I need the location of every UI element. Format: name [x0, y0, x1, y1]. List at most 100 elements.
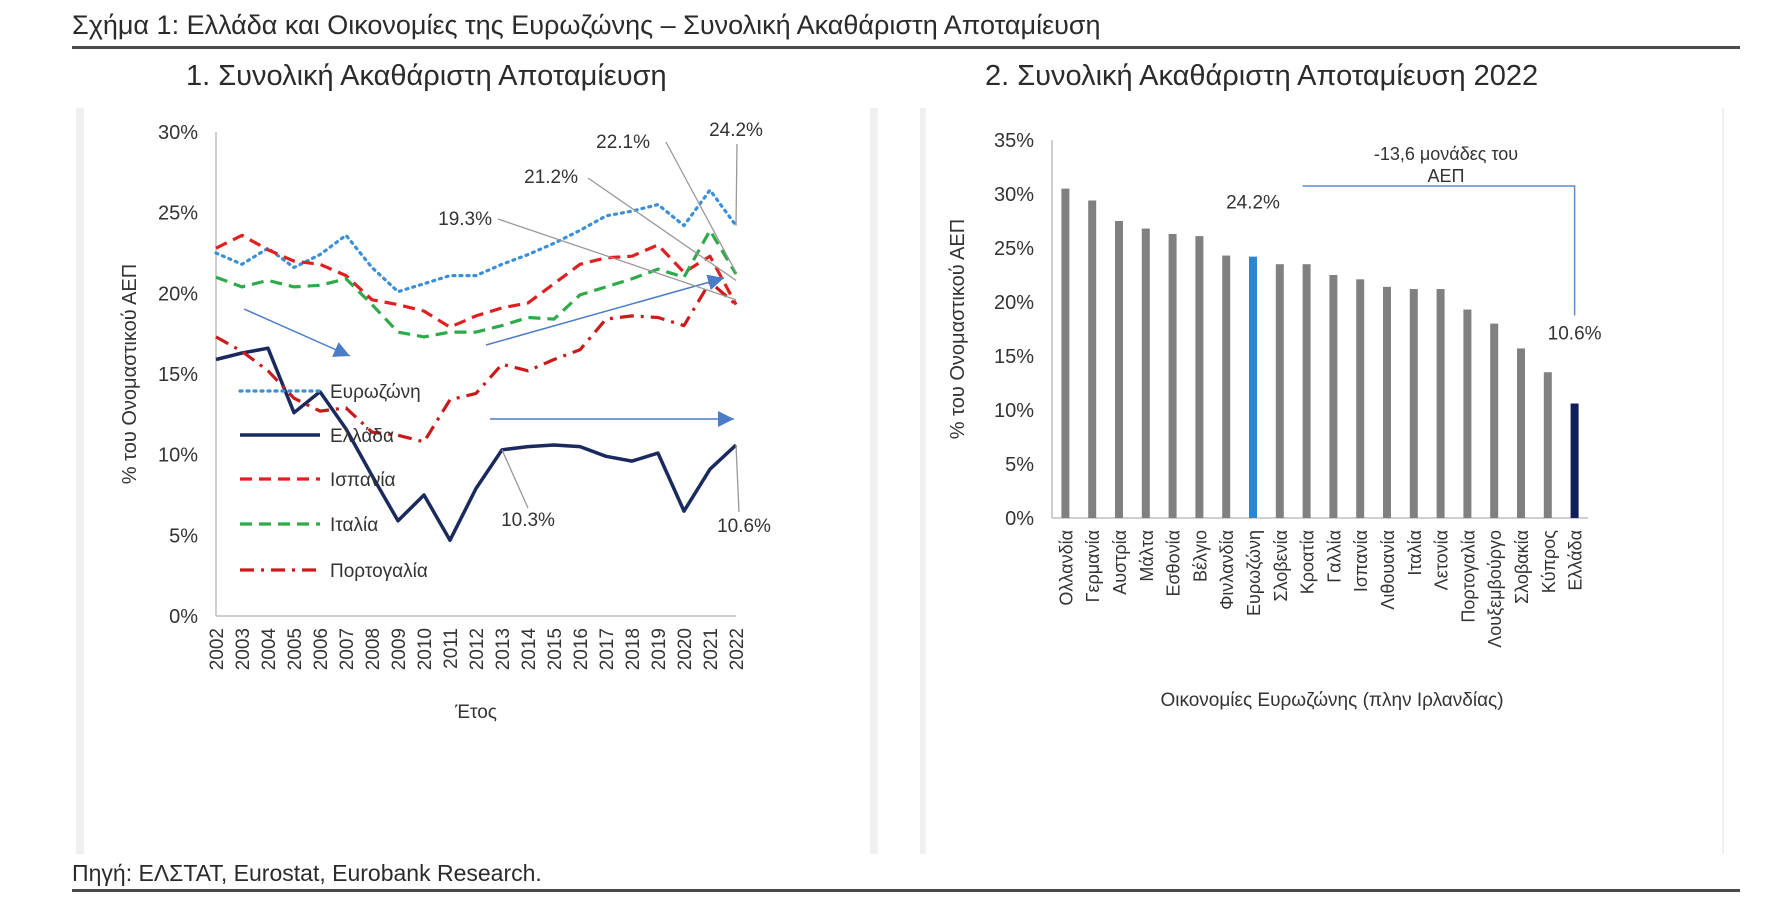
series-line [214, 188, 738, 294]
annotation-leader [497, 218, 737, 301]
bar [1409, 289, 1418, 518]
annotation-leader [501, 449, 529, 509]
bar [1463, 309, 1472, 518]
y-tick-label: 25% [994, 238, 1034, 260]
x-tick-label: 2004 [259, 628, 280, 671]
bar [1517, 348, 1525, 518]
bar [1249, 256, 1257, 518]
x-tick-label: Λιθουανία [1378, 530, 1398, 610]
y-tick-label: 25% [158, 203, 198, 225]
gap-label-line2: ΑΕΠ [1427, 166, 1464, 186]
annotation-label: 24.2% [1226, 193, 1280, 214]
series-line [215, 233, 738, 329]
x-tick-label: Μάλτα [1137, 530, 1157, 582]
bar [1490, 323, 1499, 518]
bar [1061, 188, 1070, 518]
x-tick-label: 2016 [571, 628, 592, 670]
annotation-label: 24.2% [709, 120, 763, 141]
x-tick-label: 2015 [545, 628, 566, 670]
legend-label: Ιταλία [330, 515, 378, 536]
x-tick-label: Κύπρος [1539, 530, 1559, 594]
y-tick-label: 30% [158, 122, 198, 144]
recovery-arrow-head [706, 274, 724, 291]
x-tick-label: 2010 [415, 628, 436, 670]
x-tick-label: Σλοβενία [1271, 530, 1291, 602]
x-tick-label: 2017 [597, 628, 618, 670]
x-tick-label: Ελλάδα [1566, 530, 1586, 591]
annotation-leader [735, 143, 738, 226]
line-chart-panel: 0% 5% 10% 15% 20% 25% 30% 2002 2003 2004 2005 2006 2… [76, 108, 878, 854]
bar [1115, 221, 1123, 518]
recovery-arrow [485, 277, 725, 346]
gap-bracket [1302, 185, 1576, 316]
line-chart: 0% 5% 10% 15% 20% 25% 30% 2002 2003 2004 2005 2006 2… [119, 120, 771, 723]
y-tick-label: 30% [994, 184, 1034, 206]
x-tick-label: 2019 [649, 628, 670, 670]
bar [1383, 286, 1391, 518]
x-tick-label: 2012 [467, 628, 488, 670]
x-tick-label: Λετονία [1432, 530, 1452, 590]
y-tick-label: 0% [1005, 508, 1034, 530]
source-note: Πηγή: ΕΛΣΤΑΤ, Eurostat, Eurobank Researc… [72, 860, 542, 886]
top-rule [72, 46, 1740, 49]
annotation-label: 10.3% [501, 510, 555, 531]
bar-chart-plot-area: 0% 5% 10% 15% 20% 25% 30% 35% Ολλανδία Γερμανία Αυ… [926, 108, 1722, 854]
x-tick-label: Γερμανία [1083, 530, 1103, 602]
bar [1088, 200, 1097, 518]
y-tick-label: 20% [158, 283, 198, 305]
annotation-label: 19.3% [438, 209, 492, 230]
x-tick-label: Ιταλία [1405, 530, 1425, 576]
y-tick-label: 0% [169, 606, 198, 628]
x-tick-label: Ολλανδία [1056, 530, 1076, 606]
x-tick-label: 2018 [623, 628, 644, 670]
y-axis-title: % του Ονομαστικού ΑΕΠ [119, 264, 141, 484]
gap-label-line1: -13,6 μονάδες του [1374, 144, 1518, 164]
x-tick-label: Πορτογαλία [1458, 530, 1478, 623]
x-tick-label: 2005 [285, 628, 306, 670]
bar [1329, 275, 1338, 518]
y-tick-label: 10% [158, 445, 198, 467]
x-axis-title: Έτος [454, 702, 497, 723]
x-tick-label: Αυστρία [1110, 530, 1130, 595]
annotation-label: 10.6% [717, 516, 771, 537]
x-axis-title: Οικονομίες Ευρωζώνης (πλην Ιρλανδίας) [1160, 690, 1503, 711]
x-tick-label: Γαλλία [1324, 530, 1344, 583]
series-line [215, 280, 738, 444]
x-tick-label: Βέλγιο [1190, 530, 1210, 582]
x-tick-label: 2009 [389, 628, 410, 670]
bar-chart-panel: 0% 5% 10% 15% 20% 25% 30% 35% Ολλανδία Γερμανία Αυ… [920, 108, 1724, 854]
panel2-title: 2. Συνολική Ακαθάριστη Αποταμίευση 2022 [985, 60, 1539, 92]
decline-arrow [243, 308, 351, 357]
series-line [215, 228, 738, 339]
annotation-label: 21.2% [524, 167, 578, 188]
x-tick-label: 2006 [311, 628, 332, 670]
bar [1543, 372, 1552, 518]
x-tick-label: Εσθονία [1164, 530, 1184, 597]
x-tick-label: 2020 [675, 628, 696, 670]
x-tick-label: Φινλανδία [1217, 530, 1237, 610]
bar [1302, 264, 1311, 518]
bottom-rule [72, 889, 1740, 892]
bar [1168, 233, 1177, 518]
y-tick-label: 15% [158, 364, 198, 386]
x-tick-label: Ισπανία [1351, 530, 1371, 592]
y-tick-label: 5% [169, 525, 198, 547]
bar [1570, 403, 1579, 518]
bar [1275, 264, 1284, 518]
bar-chart: 0% 5% 10% 15% 20% 25% 30% 35% Ολλανδία Γερμανία Αυ… [947, 130, 1602, 711]
y-tick-label: 5% [1005, 454, 1034, 476]
flat-arrow-head [718, 411, 734, 427]
panel1-title: 1. Συνολική Ακαθάριστη Αποταμίευση [186, 60, 667, 92]
x-tick-label: 2003 [233, 628, 254, 670]
x-tick-label: 2014 [519, 628, 540, 671]
annotation-label: 10.6% [1548, 324, 1602, 345]
series-line [215, 346, 738, 542]
bar [1222, 255, 1231, 518]
x-tick-label: Κροατία [1298, 530, 1318, 594]
x-tick-label: Σλοβακία [1512, 530, 1532, 604]
legend-label: Ελλάδα [330, 426, 394, 447]
y-tick-label: 10% [994, 400, 1034, 422]
y-tick-label: 20% [994, 292, 1034, 314]
x-tick-label: 2002 [207, 628, 228, 670]
bar [1195, 236, 1204, 518]
